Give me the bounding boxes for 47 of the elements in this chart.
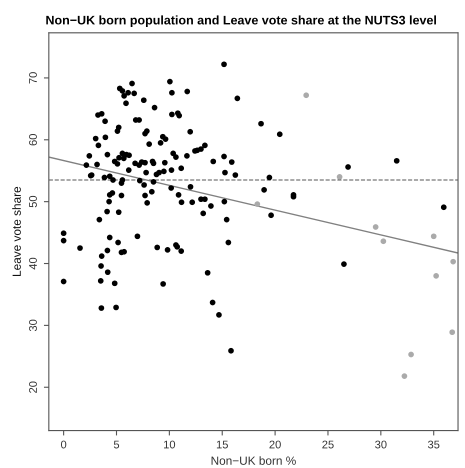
point	[98, 278, 104, 284]
y-tick-label: 60	[29, 134, 37, 146]
x-axis-title: Non−UK born %	[212, 456, 296, 465]
point	[450, 258, 456, 265]
point	[402, 373, 408, 379]
point	[408, 352, 414, 358]
x-tick-label: 20	[269, 440, 281, 448]
point	[106, 198, 112, 205]
point	[104, 269, 111, 276]
y-tick-label: 30	[29, 320, 37, 332]
point	[115, 240, 121, 246]
point	[60, 230, 66, 236]
y-tick-label: 50	[29, 196, 37, 208]
point	[254, 201, 260, 207]
x-tick-label: 5	[114, 440, 120, 448]
point	[113, 304, 119, 310]
point	[228, 348, 234, 354]
point	[430, 233, 437, 240]
x-tick-label: 30	[375, 440, 387, 448]
y-tick-label: 70	[29, 72, 37, 84]
point	[433, 273, 439, 279]
point	[449, 329, 456, 336]
x-tick-label: 10	[164, 440, 176, 448]
point	[210, 300, 216, 306]
y-axis-title: Leave vote share	[12, 186, 21, 276]
x-tick-label: 25	[322, 440, 334, 448]
point	[96, 216, 102, 222]
x-tick-label: 15	[216, 440, 228, 448]
y-tick-label: 40	[29, 258, 37, 270]
y-tick-label: 20	[29, 382, 37, 393]
x-tick-label: 35	[428, 440, 440, 448]
point	[303, 92, 310, 98]
point	[106, 234, 113, 240]
point	[98, 263, 104, 269]
point	[112, 280, 118, 286]
chart-title: Non−UK born population and Leave vote share at the NUTS3 level	[46, 15, 436, 28]
point	[336, 174, 342, 180]
point	[372, 224, 379, 230]
point	[160, 281, 166, 287]
point	[98, 253, 105, 259]
point	[380, 238, 386, 244]
x-tick-label: 0	[60, 440, 66, 448]
point	[60, 238, 66, 244]
point	[60, 278, 66, 284]
point	[154, 244, 160, 250]
point	[77, 245, 83, 251]
point	[98, 305, 104, 311]
